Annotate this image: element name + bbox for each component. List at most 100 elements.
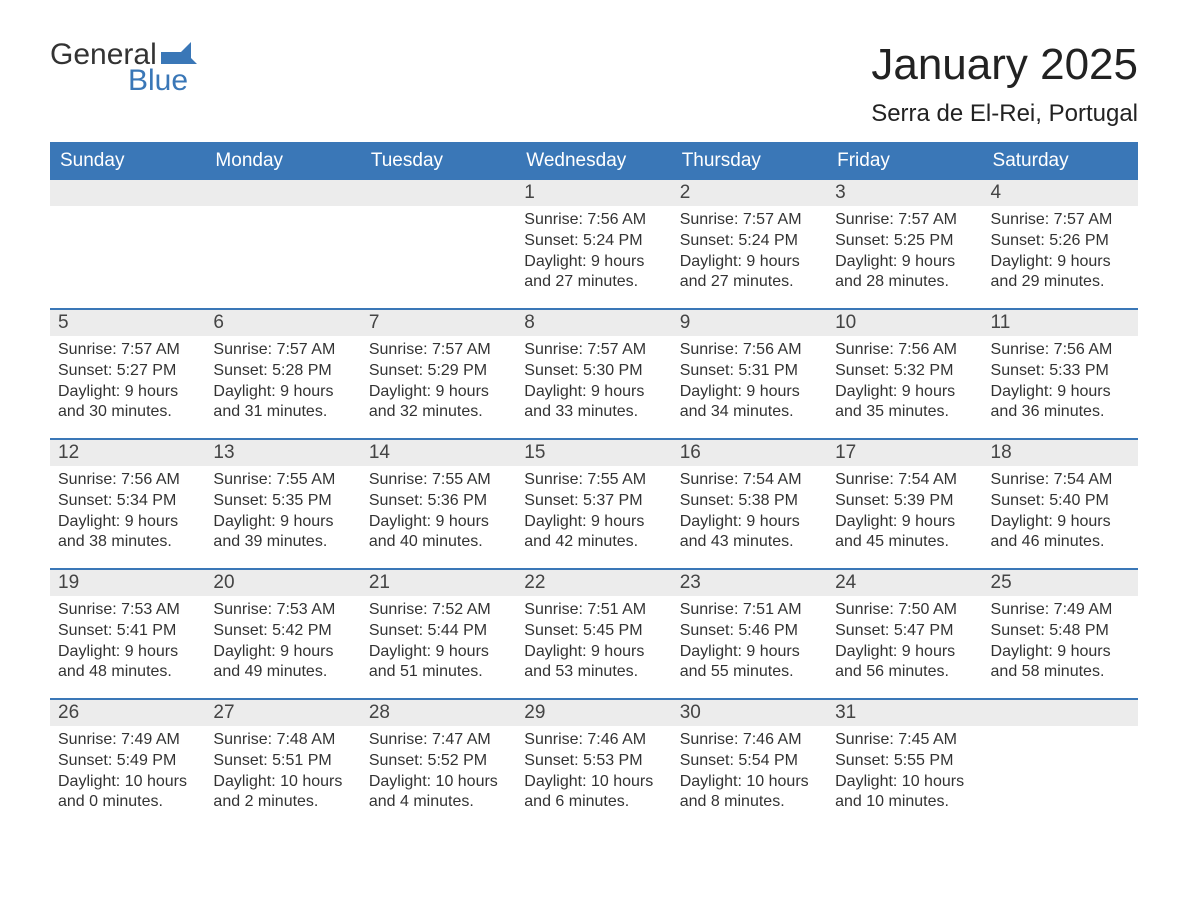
day-body: Sunrise: 7:57 AMSunset: 5:25 PMDaylight:…: [827, 206, 982, 301]
day-sunrise: Sunrise: 7:51 AM: [680, 600, 819, 621]
day-sunrise: Sunrise: 7:56 AM: [680, 340, 819, 361]
day-sunset: Sunset: 5:24 PM: [524, 231, 663, 252]
day-body: Sunrise: 7:54 AMSunset: 5:39 PMDaylight:…: [827, 466, 982, 561]
day-body: Sunrise: 7:55 AMSunset: 5:37 PMDaylight:…: [516, 466, 671, 561]
day-body: Sunrise: 7:56 AMSunset: 5:24 PMDaylight:…: [516, 206, 671, 301]
day-cell: 24Sunrise: 7:50 AMSunset: 5:47 PMDayligh…: [827, 570, 982, 698]
day-sunset: Sunset: 5:39 PM: [835, 491, 974, 512]
day-day1: Daylight: 10 hours: [213, 772, 352, 793]
day-day2: and 27 minutes.: [524, 272, 663, 293]
day-body: Sunrise: 7:57 AMSunset: 5:28 PMDaylight:…: [205, 336, 360, 431]
day-sunrise: Sunrise: 7:54 AM: [680, 470, 819, 491]
week-row: 19Sunrise: 7:53 AMSunset: 5:41 PMDayligh…: [50, 568, 1138, 698]
day-body: Sunrise: 7:53 AMSunset: 5:41 PMDaylight:…: [50, 596, 205, 691]
day-day2: and 31 minutes.: [213, 402, 352, 423]
day-sunset: Sunset: 5:30 PM: [524, 361, 663, 382]
day-body: Sunrise: 7:49 AMSunset: 5:48 PMDaylight:…: [983, 596, 1138, 691]
day-day1: Daylight: 9 hours: [524, 252, 663, 273]
title-block: January 2025 Serra de El-Rei, Portugal: [871, 40, 1138, 128]
day-sunrise: Sunrise: 7:54 AM: [991, 470, 1130, 491]
day-day1: Daylight: 9 hours: [991, 642, 1130, 663]
day-number: 21: [361, 570, 516, 596]
day-number: 31: [827, 700, 982, 726]
day-number: 28: [361, 700, 516, 726]
day-number: 7: [361, 310, 516, 336]
day-number: 15: [516, 440, 671, 466]
day-cell: 30Sunrise: 7:46 AMSunset: 5:54 PMDayligh…: [672, 700, 827, 828]
day-cell: 22Sunrise: 7:51 AMSunset: 5:45 PMDayligh…: [516, 570, 671, 698]
day-cell: [50, 180, 205, 308]
day-day2: and 29 minutes.: [991, 272, 1130, 293]
day-sunrise: Sunrise: 7:55 AM: [524, 470, 663, 491]
day-day1: Daylight: 9 hours: [835, 512, 974, 533]
day-number: 30: [672, 700, 827, 726]
day-number: 1: [516, 180, 671, 206]
day-body: Sunrise: 7:56 AMSunset: 5:32 PMDaylight:…: [827, 336, 982, 431]
day-number: 11: [983, 310, 1138, 336]
day-sunset: Sunset: 5:54 PM: [680, 751, 819, 772]
day-day1: Daylight: 9 hours: [680, 382, 819, 403]
day-body: Sunrise: 7:47 AMSunset: 5:52 PMDaylight:…: [361, 726, 516, 821]
day-day2: and 34 minutes.: [680, 402, 819, 423]
day-number: 18: [983, 440, 1138, 466]
day-day2: and 48 minutes.: [58, 662, 197, 683]
day-body: Sunrise: 7:57 AMSunset: 5:29 PMDaylight:…: [361, 336, 516, 431]
day-sunrise: Sunrise: 7:56 AM: [991, 340, 1130, 361]
day-sunrise: Sunrise: 7:46 AM: [680, 730, 819, 751]
day-day2: and 56 minutes.: [835, 662, 974, 683]
day-sunrise: Sunrise: 7:49 AM: [991, 600, 1130, 621]
day-sunrise: Sunrise: 7:57 AM: [524, 340, 663, 361]
day-body: [983, 726, 1138, 738]
day-header-row: SundayMondayTuesdayWednesdayThursdayFrid…: [50, 142, 1138, 180]
day-day1: Daylight: 9 hours: [991, 512, 1130, 533]
month-title: January 2025: [871, 40, 1138, 90]
day-day2: and 53 minutes.: [524, 662, 663, 683]
day-day2: and 6 minutes.: [524, 792, 663, 813]
day-body: Sunrise: 7:57 AMSunset: 5:30 PMDaylight:…: [516, 336, 671, 431]
day-header: Friday: [827, 142, 982, 180]
day-number: 25: [983, 570, 1138, 596]
day-number: 10: [827, 310, 982, 336]
day-number: [361, 180, 516, 206]
day-body: [205, 206, 360, 218]
day-number: 27: [205, 700, 360, 726]
day-day2: and 42 minutes.: [524, 532, 663, 553]
day-body: Sunrise: 7:48 AMSunset: 5:51 PMDaylight:…: [205, 726, 360, 821]
day-number: 13: [205, 440, 360, 466]
day-day1: Daylight: 10 hours: [835, 772, 974, 793]
day-cell: [983, 700, 1138, 828]
logo: General Blue: [50, 40, 197, 96]
day-day1: Daylight: 9 hours: [369, 382, 508, 403]
day-day1: Daylight: 9 hours: [680, 512, 819, 533]
day-sunset: Sunset: 5:51 PM: [213, 751, 352, 772]
day-cell: 2Sunrise: 7:57 AMSunset: 5:24 PMDaylight…: [672, 180, 827, 308]
day-header: Thursday: [672, 142, 827, 180]
day-day2: and 40 minutes.: [369, 532, 508, 553]
day-sunrise: Sunrise: 7:45 AM: [835, 730, 974, 751]
day-number: 22: [516, 570, 671, 596]
day-body: Sunrise: 7:52 AMSunset: 5:44 PMDaylight:…: [361, 596, 516, 691]
day-body: Sunrise: 7:54 AMSunset: 5:38 PMDaylight:…: [672, 466, 827, 561]
day-cell: 17Sunrise: 7:54 AMSunset: 5:39 PMDayligh…: [827, 440, 982, 568]
day-body: Sunrise: 7:55 AMSunset: 5:36 PMDaylight:…: [361, 466, 516, 561]
day-sunset: Sunset: 5:42 PM: [213, 621, 352, 642]
day-sunset: Sunset: 5:37 PM: [524, 491, 663, 512]
day-sunrise: Sunrise: 7:53 AM: [58, 600, 197, 621]
day-body: Sunrise: 7:51 AMSunset: 5:45 PMDaylight:…: [516, 596, 671, 691]
day-day1: Daylight: 10 hours: [524, 772, 663, 793]
day-sunset: Sunset: 5:44 PM: [369, 621, 508, 642]
day-day1: Daylight: 9 hours: [524, 642, 663, 663]
day-day2: and 4 minutes.: [369, 792, 508, 813]
day-sunrise: Sunrise: 7:54 AM: [835, 470, 974, 491]
day-body: Sunrise: 7:57 AMSunset: 5:27 PMDaylight:…: [50, 336, 205, 431]
day-body: Sunrise: 7:45 AMSunset: 5:55 PMDaylight:…: [827, 726, 982, 821]
day-cell: 11Sunrise: 7:56 AMSunset: 5:33 PMDayligh…: [983, 310, 1138, 438]
day-day2: and 36 minutes.: [991, 402, 1130, 423]
day-sunset: Sunset: 5:38 PM: [680, 491, 819, 512]
day-header: Monday: [205, 142, 360, 180]
day-cell: 21Sunrise: 7:52 AMSunset: 5:44 PMDayligh…: [361, 570, 516, 698]
day-body: Sunrise: 7:51 AMSunset: 5:46 PMDaylight:…: [672, 596, 827, 691]
day-day2: and 10 minutes.: [835, 792, 974, 813]
day-sunset: Sunset: 5:49 PM: [58, 751, 197, 772]
week-row: 5Sunrise: 7:57 AMSunset: 5:27 PMDaylight…: [50, 308, 1138, 438]
